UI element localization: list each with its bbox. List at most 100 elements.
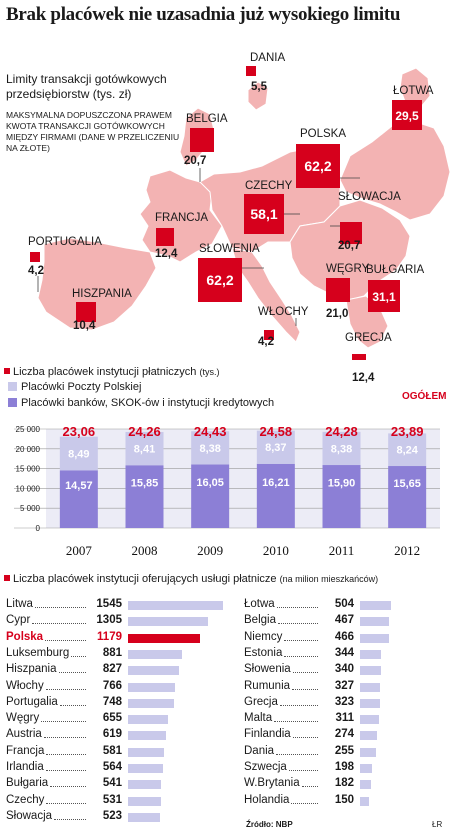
rank-bar [128,764,163,773]
rank-dots [46,802,86,804]
rank-row-irlandia: Irlandia 564 [6,761,226,777]
rank-bar [128,666,179,676]
bar-chart-title: Liczba placówek instytucji płatniczych (… [4,366,219,378]
bar-banki-2008 [125,465,164,528]
label-poczta-2008: 8,41 [134,444,155,456]
rank-row-niemcy: Niemcy 466 [244,631,454,647]
rank-row-grecja: Grecja 323 [244,696,454,712]
rank-bar [360,617,389,627]
bar-banki-2010 [256,463,295,528]
rank-bar [128,796,161,806]
rank-row-dania: Dania 255 [244,745,454,761]
rank-bar [360,666,381,676]
rank-row-hiszpania: Hiszpania 827 [6,663,226,679]
rank-name: Irlandia [6,761,44,773]
country-name-francja: FRANCJA [155,212,209,224]
rank-value: 1305 [96,614,122,627]
rank-value: 198 [334,761,354,773]
source-note: Źródło: NBP [246,820,293,829]
rank-dots [50,786,86,788]
rank-dots [292,737,318,739]
bar-poczta-2008 [125,431,164,466]
rank-dots [276,753,318,755]
rank-value: 541 [102,777,122,790]
rank-bar [128,682,176,692]
box-bulgaria [368,280,400,312]
rank-name: Szwecja [244,761,287,773]
rank-value: 340 [334,663,354,676]
label-banki-2011: 15,90 [328,478,356,490]
bar-chart-title-unit: (tys.) [199,367,220,377]
rank-dots [45,688,86,690]
country-name-belgia: BELGIA [186,113,228,125]
rank-row-luksemburg: Luksemburg 881 [6,647,226,663]
rank-row-czechy: Czechy 531 [6,794,226,810]
rank-name: W.Brytania [244,777,300,790]
label-poczta-2012: 8,24 [396,445,418,457]
rank-dots [288,770,318,771]
country-value-bulgaria: 31,1 [372,290,396,304]
rank-value: 323 [334,695,354,708]
rank-name: Rumunia [244,679,291,692]
rank-name: Portugalia [6,695,58,708]
label-banki-2009: 16,05 [196,477,224,489]
rank-dots [291,802,318,804]
label-banki-2008: 15,85 [131,478,159,490]
map-subtitle: Limity transakcji gotówkowych przedsiębi… [6,72,167,101]
country-boxes [30,66,422,360]
rank-name: Węgry [6,712,40,725]
rank-value: 748 [102,695,122,708]
label-poczta-2010: 8,37 [265,442,286,454]
country-name-slowacja: SŁOWACJA [338,191,401,203]
legend-label-poczta: Placówki Poczty Polskiej [21,381,142,393]
country-name-lotwa: ŁOTWA [393,85,434,97]
rank-chart-title-text: Liczba placówek instytucji oferujących u… [13,573,277,585]
box-dania [246,66,256,76]
box-slowacja [340,222,362,244]
label-total-2010: 24,58 [260,424,293,439]
rank-value: 150 [334,793,354,806]
rank-bar [128,698,174,708]
rank-name: Austria [6,728,42,741]
rank-value: 466 [334,630,354,643]
rank-name: Litwa [6,598,33,610]
land-shape [399,67,431,109]
rank-dots [45,770,86,771]
legend-swatch-poczta [8,382,17,391]
country-value-grecja: 12,4 [352,372,375,384]
rank-name: Hiszpania [6,663,57,676]
leader-lines [37,168,360,326]
rank-name: Polska [6,630,44,643]
rank-bar [360,780,372,790]
plot-area [46,429,440,528]
rank-name: Francja [6,744,45,757]
rank-name: Belgia [244,614,276,627]
rank-bar [128,780,162,790]
legend-swatch-banki [8,398,17,407]
rank-name: Włochy [6,679,44,692]
country-value-wlochy: 4,2 [258,336,274,348]
rank-bar [128,649,183,659]
rank-name: Cypr [6,614,31,627]
rank-bar [128,601,223,610]
rank-dots [32,623,86,625]
country-value-dania: 5,5 [251,81,267,93]
y-tick-label: 5 000 [20,504,41,513]
box-grecja [352,354,366,360]
land-shape [289,199,411,301]
rank-name: Finlandia [244,728,291,741]
rank-dots [279,704,318,706]
rank-name: Grecja [244,695,278,708]
land-shape [37,237,157,331]
rank-row-austria: Austria 619 [6,728,226,744]
rank-row-szwecja: Szwecja 198 [244,761,454,777]
rank-bar [128,731,167,741]
rank-row-slowenia: Słowenia 340 [244,663,454,679]
bar-chart-title-text: Liczba placówek instytucji płatniczych [13,366,197,378]
country-name-wlochy: WŁOCHY [258,306,309,318]
country-name-grecja: GRECJA [345,332,392,344]
rank-row-finlandia: Finlandia 274 [244,728,454,744]
country-name-hiszpania: HISZPANIA [72,288,132,300]
rank-row-w-brytania: W.Brytania 182 [244,777,454,793]
rank-dots [276,607,318,608]
